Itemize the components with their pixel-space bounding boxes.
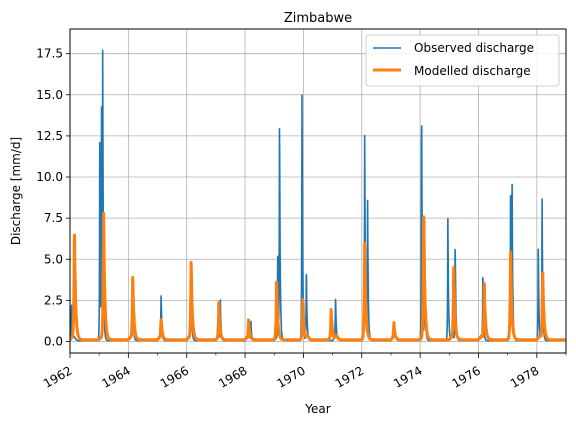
y-tick-label: 17.5 bbox=[36, 47, 63, 61]
y-tick-label: 2.5 bbox=[44, 293, 63, 307]
legend-modelled-label: Modelled discharge bbox=[414, 64, 531, 78]
y-tick-label: 15.0 bbox=[36, 88, 63, 102]
x-axis-label: Year bbox=[304, 402, 330, 416]
plot-frame bbox=[69, 28, 567, 354]
y-axis-label: Discharge [mm/d] bbox=[9, 137, 23, 245]
y-tick-label: 10.0 bbox=[36, 170, 63, 184]
legend-box bbox=[365, 34, 560, 87]
legend-observed-label: Observed discharge bbox=[414, 41, 534, 55]
y-tick-label: 0.0 bbox=[44, 334, 63, 348]
series-layer bbox=[70, 49, 566, 342]
y-tick-label: 7.5 bbox=[44, 211, 63, 225]
chart-title: Zimbabwe bbox=[284, 11, 352, 26]
legend: Observed discharge Modelled discharge bbox=[365, 34, 560, 87]
y-tick-label: 12.5 bbox=[36, 129, 63, 143]
modelled-discharge-line bbox=[70, 211, 566, 342]
y-tick-label: 5.0 bbox=[44, 252, 63, 266]
